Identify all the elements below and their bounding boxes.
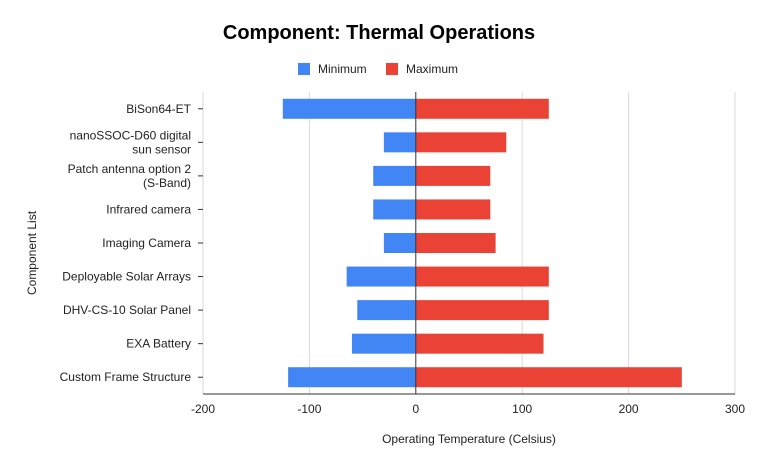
y-tick-label: Imaging Camera — [102, 236, 191, 250]
x-axis-label: Operating Temperature (Celsius) — [382, 432, 556, 446]
bar-maximum — [415, 333, 544, 354]
y-tick-label: sun sensor — [132, 142, 191, 156]
y-tick-label: Deployable Solar Arrays — [62, 270, 191, 284]
legend-swatch-maximum — [386, 63, 398, 75]
legend-item-maximum: Maximum — [386, 62, 458, 76]
y-tick-label: DHV-CS-10 Solar Panel — [63, 303, 191, 317]
y-tick-label: nanoSSOC-D60 digital — [70, 128, 191, 142]
bar-maximum — [415, 266, 549, 287]
bar-minimum — [373, 165, 416, 186]
bar-maximum — [415, 367, 682, 388]
bar-maximum — [415, 199, 491, 220]
bar-maximum — [415, 98, 549, 119]
y-tick-label: EXA Battery — [126, 337, 191, 351]
bar-minimum — [383, 132, 416, 153]
bar-minimum — [288, 367, 416, 388]
x-tick-label: -200 — [191, 402, 215, 416]
x-tick-label: 300 — [725, 402, 745, 416]
x-tick-label: 0 — [412, 402, 419, 416]
bar-maximum — [415, 300, 549, 321]
x-tick-label: -100 — [297, 402, 321, 416]
chart-title-text: Component: Thermal Operations — [222, 22, 536, 44]
y-tick-label: BiSon64-ET — [126, 102, 191, 116]
legend-label-minimum: Minimum — [318, 62, 367, 76]
y-tick-label: (S-Band) — [143, 176, 191, 190]
x-tick-label: 100 — [512, 402, 532, 416]
bar-minimum — [282, 98, 416, 119]
bar-minimum — [373, 199, 416, 220]
y-tick-label: Patch antenna option 2 — [68, 162, 192, 176]
bar-maximum — [415, 165, 491, 186]
legend-item-minimum: Minimum — [298, 62, 367, 76]
bar-minimum — [383, 233, 416, 253]
bar-minimum — [351, 333, 416, 354]
bar-minimum — [346, 266, 416, 287]
bar-maximum — [415, 233, 496, 253]
legend-label-maximum: Maximum — [406, 62, 459, 76]
legend: Minimum Maximum — [0, 62, 758, 78]
x-tick-label: 200 — [619, 402, 639, 416]
chart-title: Component: Thermal Operations — [0, 22, 758, 45]
y-tick-label: Custom Frame Structure — [60, 370, 192, 384]
bar-minimum — [357, 300, 416, 321]
bar-maximum — [415, 132, 507, 153]
legend-swatch-minimum — [298, 63, 310, 75]
y-tick-label: Infrared camera — [106, 202, 191, 216]
